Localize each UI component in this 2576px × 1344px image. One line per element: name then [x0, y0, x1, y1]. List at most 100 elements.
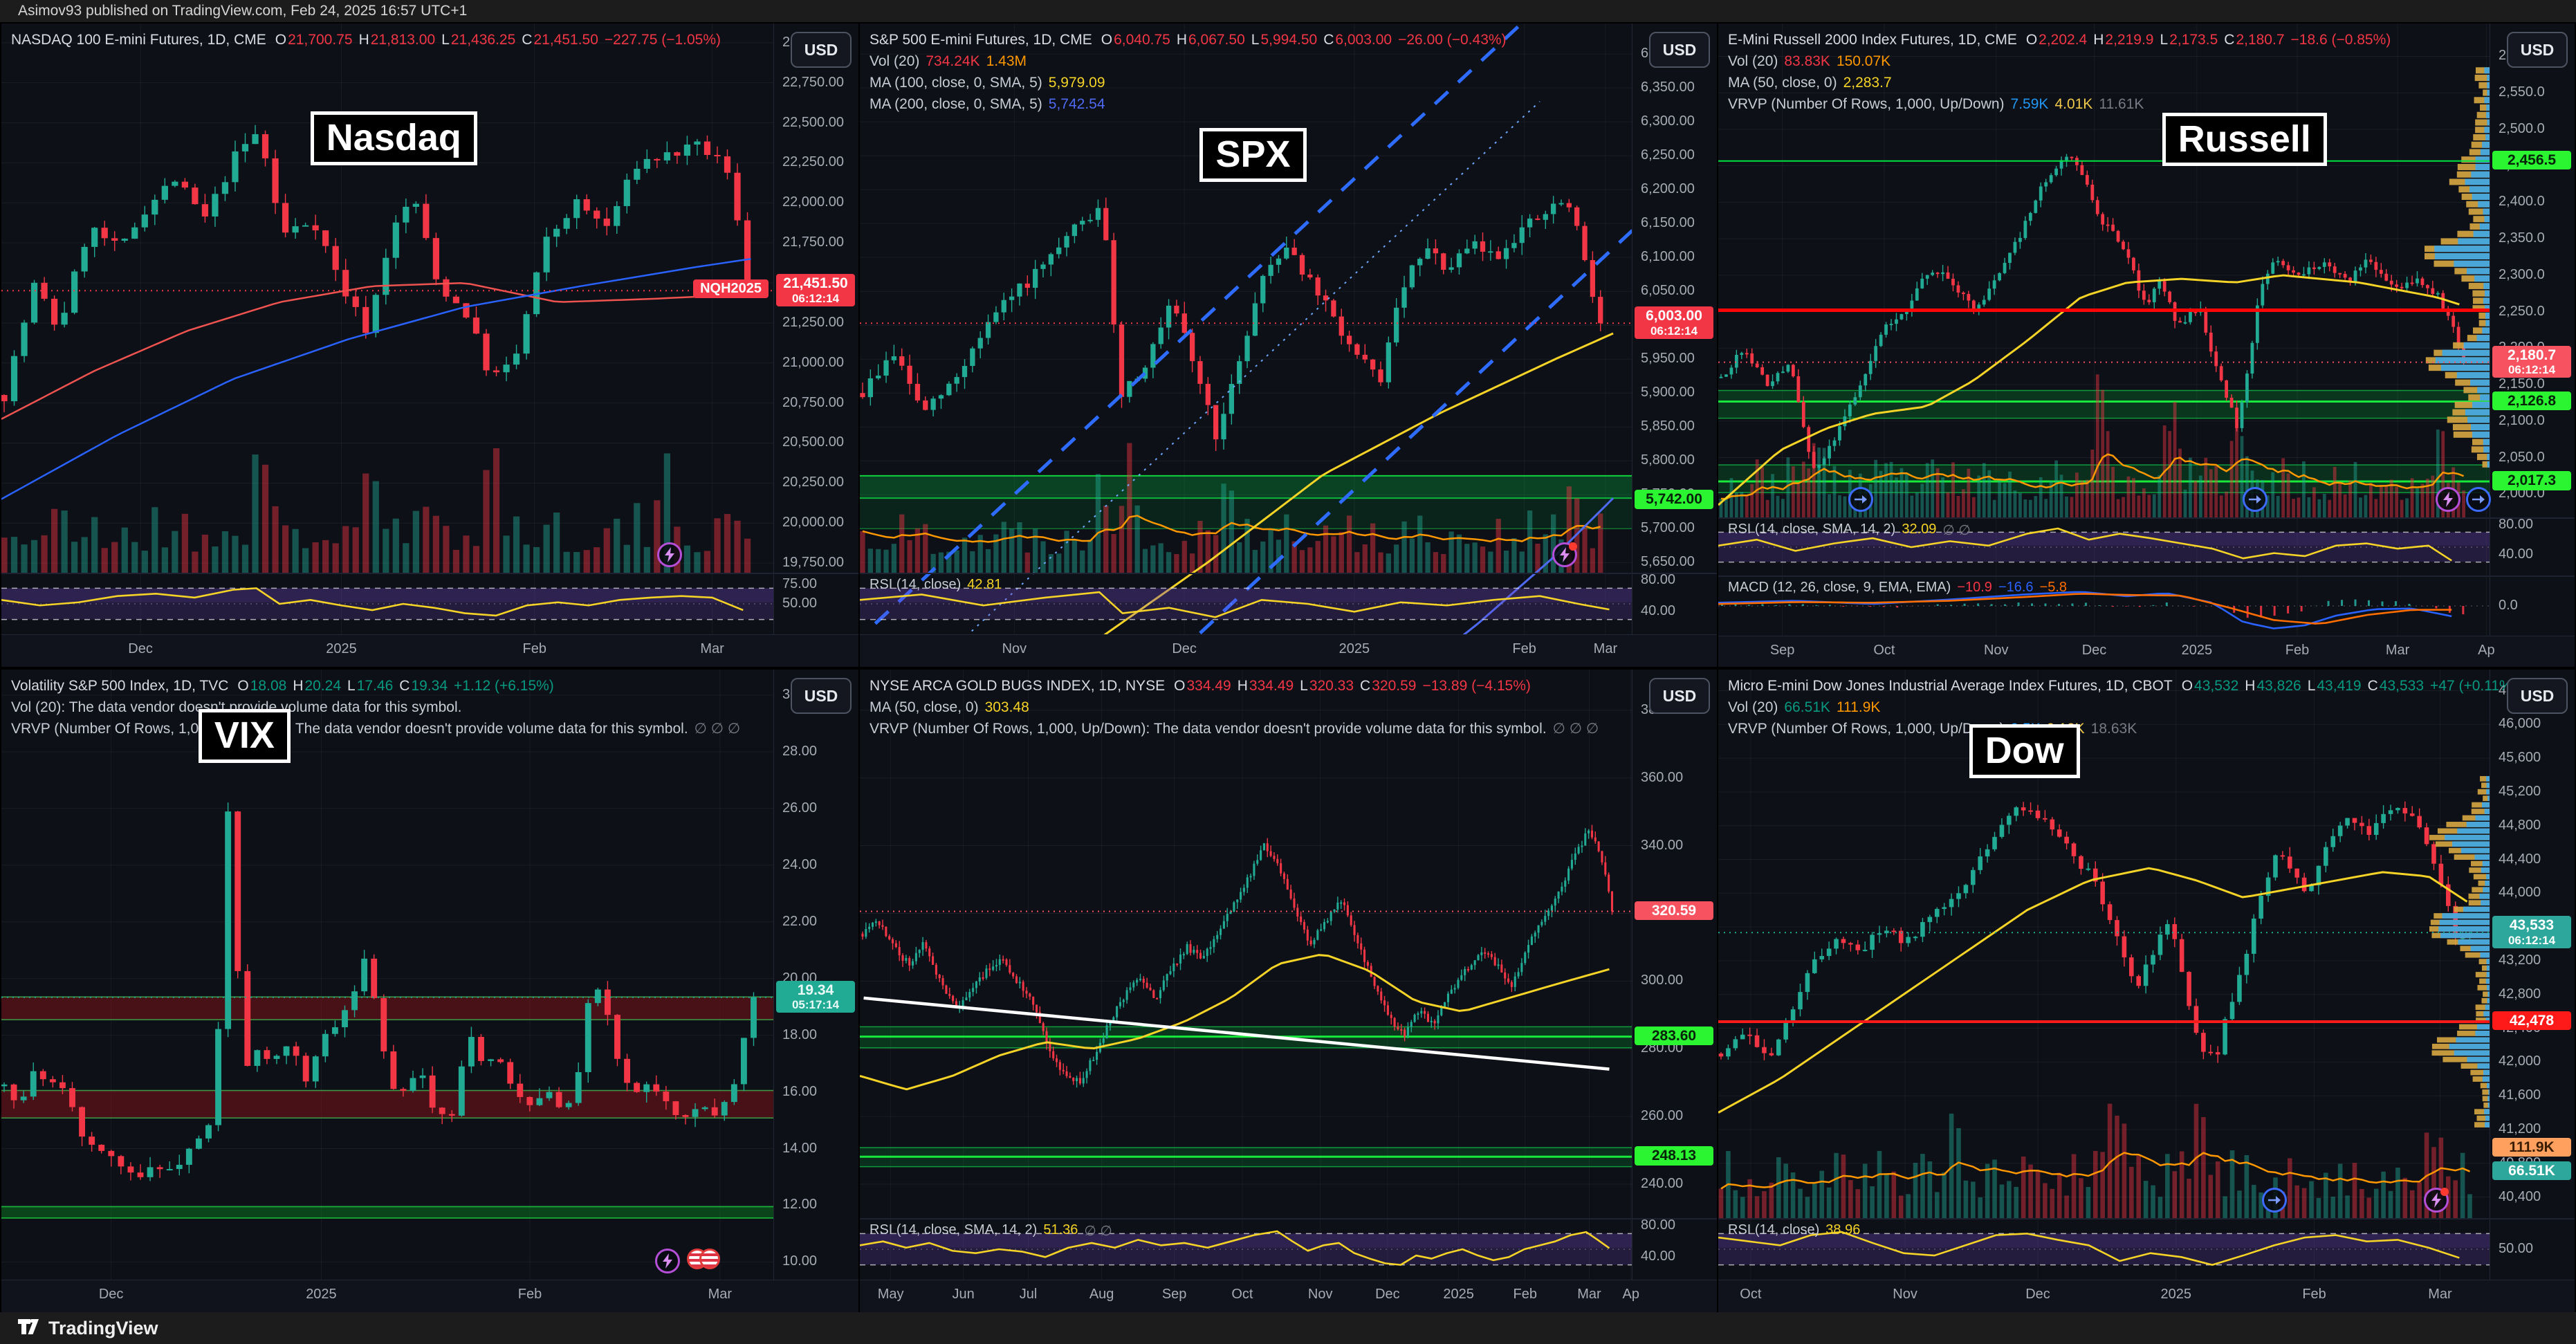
macd-line — [1718, 591, 2452, 629]
currency-button[interactable]: USD — [1649, 32, 1710, 68]
time-tick-label: Dec — [1375, 1287, 1400, 1302]
indicator-value: MACD (12, 26, close, 9, EMA, EMA) — [1728, 580, 1951, 595]
lightning-icon[interactable] — [2435, 487, 2460, 512]
time-tick-label: Oct — [1873, 643, 1895, 658]
rsi-band — [1, 588, 774, 620]
time-tick-label: Dec — [2025, 1287, 2050, 1302]
chart-canvas[interactable] — [1, 670, 858, 1312]
indicator-row[interactable]: VRVP (Number Of Rows, 1,000, Up/Down) 7.5… — [1728, 93, 2391, 115]
symbol-title: E-Mini Russell 2000 Index Futures, 1D, C… — [1728, 31, 2017, 48]
panel-label: Russell — [2162, 112, 2327, 167]
lightning-dot-icon[interactable] — [2423, 1188, 2449, 1213]
price-tick-label: 18.00 — [782, 1027, 818, 1042]
indicator-row[interactable]: MA (100, close, 0, SMA, 5) 5,979.09 — [870, 72, 1507, 93]
price-axis[interactable]: 80.0040.00380.00360.00340.00320.00300.00… — [1632, 670, 1717, 1312]
indicator-row[interactable]: VRVP (Number Of Rows, 1,000, Up/Down): T… — [870, 718, 1599, 739]
ohlc-value: L 5,994.50 — [1251, 31, 1318, 48]
price-axis[interactable]: 80.0040.006,400.006,350.006,300.006,250.… — [1632, 24, 1717, 667]
price-tick-label: 2,050.0 — [2499, 449, 2545, 465]
time-axis[interactable]: Sep Oct Nov Dec 2025 Feb Mar Ap — [1718, 636, 2575, 667]
symbol-title-row[interactable]: Volatility S&P 500 Index, 1D, TVC O 18.08 H… — [11, 675, 740, 697]
lightning-dot-icon[interactable] — [1552, 542, 1577, 567]
time-tick-label: 2025 — [1338, 641, 1370, 656]
price-badge: 2,126.8 — [2492, 391, 2571, 411]
price-tick-label: 5,950.00 — [1641, 351, 1695, 367]
price-axis[interactable]: 50.0046,40046,00045,60045,20044,80044,40… — [2490, 670, 2575, 1312]
level-band — [1718, 390, 2490, 418]
indicator-value: −5.8 — [2039, 580, 2068, 595]
ohlc-value: C 19.34 — [399, 677, 448, 694]
panel-label: VIX — [198, 709, 291, 763]
chart-canvas[interactable] — [860, 24, 1717, 667]
contract-label: NQH2025 — [693, 279, 769, 299]
indicator-pane-label[interactable]: RSI (14, close) 42.81 — [870, 577, 1002, 593]
chart-canvas[interactable] — [1718, 670, 2575, 1312]
indicator-pane-label[interactable]: MACD (12, 26, close, 9, EMA, EMA) −10.9 −1… — [1728, 580, 2067, 596]
indicator-pane-label[interactable]: RSI (14, close, SMA, 14, 2) 32.09 ∅ ∅ — [1728, 522, 1971, 539]
time-tick-label: Ap — [2478, 643, 2495, 658]
lightning-icon[interactable] — [654, 1249, 680, 1273]
arrow-icon[interactable] — [2261, 1188, 2287, 1213]
currency-button[interactable]: USD — [791, 678, 852, 714]
arrow-icon[interactable] — [2242, 487, 2267, 512]
price-axis[interactable]: 80.0040.000.02,600.02,550.02,500.02,450.… — [2490, 24, 2575, 667]
currency-button[interactable]: USD — [2507, 678, 2568, 714]
symbol-title-row[interactable]: NYSE ARCA GOLD BUGS INDEX, 1D, NYSE O 334.… — [870, 675, 1599, 697]
flags-icon[interactable] — [687, 1249, 721, 1273]
arrow-icon[interactable] — [2466, 487, 2492, 512]
time-tick-label: May — [877, 1287, 904, 1302]
indicator-pane-label[interactable]: RSI (14, close, SMA, 14, 2) 51.36 ∅ ∅ — [870, 1222, 1112, 1240]
symbol-title-row[interactable]: Micro E-mini Dow Jones Industrial Averag… — [1728, 675, 2517, 697]
price-tick-label: 24.00 — [782, 856, 818, 872]
level-band — [1718, 465, 2490, 493]
time-axis[interactable]: Nov Dec 2025 Feb Mar — [860, 634, 1717, 667]
price-tick-label: 5,800.00 — [1641, 452, 1695, 468]
price-badge: 320.59 — [1635, 901, 1713, 921]
ohlc-value: H 21,813.00 — [358, 31, 436, 48]
indicator-value: VRVP (Number Of Rows, 1,000, Up/Down): T… — [870, 720, 1547, 737]
price-badge: 19.34 05:17:14 — [776, 980, 855, 1013]
time-tick-label: Feb — [1513, 1287, 1537, 1302]
arrow-icon[interactable] — [1848, 487, 1874, 512]
time-axis[interactable]: Dec 2025 Feb Mar — [1, 634, 858, 667]
rsi-band — [1718, 1233, 2490, 1265]
indicator-row[interactable]: VRVP (Number Of Rows, 1,000, Up/Down)9.5… — [1728, 718, 2517, 739]
lightning-icon[interactable] — [657, 542, 683, 567]
time-axis[interactable]: Dec 2025 Feb Mar — [1, 1280, 858, 1312]
trendline — [863, 996, 1610, 1071]
indicator-value: RSI (14, close) — [1728, 1222, 1820, 1237]
indicator-row[interactable]: Vol (20) 83.83K 150.07K — [1728, 50, 2391, 72]
currency-button[interactable]: USD — [1649, 678, 1710, 714]
price-tick-label: 2,550.0 — [2499, 84, 2545, 100]
indicator-row[interactable]: VRVP (Number Of Rows, 1,000, Up/Down): T… — [11, 718, 740, 739]
indicator-row[interactable]: MA (200, close, 0, SMA, 5) 5,742.54 — [870, 93, 1507, 115]
currency-button[interactable]: USD — [791, 32, 852, 68]
price-tick-label: 5,850.00 — [1641, 418, 1695, 434]
symbol-title-row[interactable]: S&P 500 E-mini Futures, 1D, CME O 6,040.75… — [870, 29, 1507, 50]
time-axis[interactable]: May Jun Jul Aug Sep Oct Nov Dec 2025 Feb Mar Ap — [860, 1280, 1717, 1312]
indicator-row[interactable]: Vol (20) 734.24K 1.43M — [870, 50, 1507, 72]
indicator-row[interactable]: MA (50, close, 0) 2,283.7 — [1728, 72, 2391, 93]
subpane-tick: 80.00 — [1641, 572, 1676, 588]
time-tick-label: Mar — [700, 641, 724, 656]
indicator-pane-label[interactable]: RSI (14, close) 38.96 — [1728, 1222, 1860, 1238]
indicator-row[interactable]: Vol (20): The data vendor doesn't provid… — [11, 697, 740, 718]
currency-button[interactable]: USD — [2507, 32, 2568, 68]
indicator-value: 38.96 — [1825, 1222, 1861, 1237]
indicator-row[interactable]: Vol (20) 66.51K 111.9K — [1728, 697, 2517, 718]
price-tick-label: 22,250.00 — [782, 154, 844, 170]
chart-canvas[interactable] — [1718, 24, 2575, 667]
symbol-title-row[interactable]: NASDAQ 100 E-mini Futures, 1D, CME O 21,70… — [11, 29, 721, 50]
time-axis[interactable]: Oct Nov Dec 2025 Feb Mar — [1718, 1280, 2575, 1312]
chart-canvas[interactable] — [860, 670, 1717, 1312]
ohlc-value: C 6,003.00 — [1323, 31, 1392, 48]
pane-separator — [860, 573, 1717, 574]
price-axis[interactable]: 75.0050.0023,000.0022,750.0022,500.0022,… — [773, 24, 858, 667]
price-axis[interactable]: 30.0028.0026.0024.0022.0020.0018.0016.00… — [773, 670, 858, 1312]
price-tick-label: 20,750.00 — [782, 394, 844, 410]
panel-label: Dow — [1969, 724, 2080, 779]
indicator-row[interactable]: MA (50, close, 0) 303.48 — [870, 697, 1599, 718]
brand-name: TradingView — [48, 1317, 158, 1338]
symbol-title-row[interactable]: E-Mini Russell 2000 Index Futures, 1D, C… — [1728, 29, 2391, 50]
chart-canvas[interactable] — [1, 24, 858, 667]
